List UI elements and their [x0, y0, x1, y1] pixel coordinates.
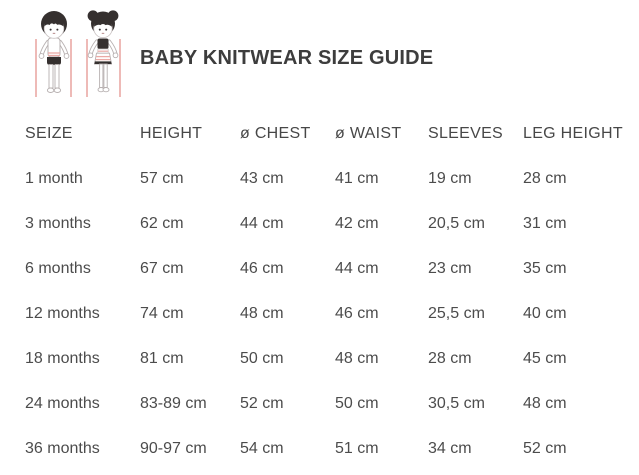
size-guide-header: BABY KNITWEAR SIZE GUIDE: [0, 0, 639, 106]
baby-measurement-illustration: [24, 9, 130, 101]
cell-size: 24 months: [25, 394, 100, 412]
column-header-waist: ø WAIST: [335, 124, 402, 142]
cell-size: 18 months: [25, 349, 100, 367]
page-title: BABY KNITWEAR SIZE GUIDE: [140, 47, 434, 69]
cell-sleeves: 23 cm: [428, 259, 472, 277]
cell-leg-height: 45 cm: [523, 349, 567, 367]
cell-height: 62 cm: [140, 214, 184, 232]
cell-leg-height: 40 cm: [523, 304, 567, 322]
cell-size: 6 months: [25, 259, 91, 277]
cell-waist: 42 cm: [335, 214, 379, 232]
baby-boy-girl-icon: [35, 10, 121, 97]
column-header-sleeves: SLEEVES: [428, 124, 504, 142]
column-header-chest: ø CHEST: [240, 124, 311, 142]
cell-leg-height: 28 cm: [523, 169, 567, 187]
cell-leg-height: 35 cm: [523, 259, 567, 277]
cell-sleeves: 28 cm: [428, 349, 472, 367]
column-header-height: HEIGHT: [140, 124, 203, 142]
cell-sleeves: 19 cm: [428, 169, 472, 187]
cell-leg-height: 31 cm: [523, 214, 567, 232]
cell-leg-height: 52 cm: [523, 439, 567, 457]
cell-chest: 48 cm: [240, 304, 284, 322]
cell-chest: 46 cm: [240, 259, 284, 277]
cell-chest: 52 cm: [240, 394, 284, 412]
cell-height: 90-97 cm: [140, 439, 207, 457]
cell-sleeves: 20,5 cm: [428, 214, 485, 232]
cell-height: 67 cm: [140, 259, 184, 277]
cell-height: 81 cm: [140, 349, 184, 367]
cell-waist: 46 cm: [335, 304, 379, 322]
size-guide-table: SEIZE HEIGHT ø CHEST ø WAIST SLEEVES LEG…: [25, 111, 625, 471]
cell-sleeves: 34 cm: [428, 439, 472, 457]
cell-sleeves: 25,5 cm: [428, 304, 485, 322]
cell-sleeves: 30,5 cm: [428, 394, 485, 412]
column-header-size: SEIZE: [25, 124, 73, 142]
cell-height: 74 cm: [140, 304, 184, 322]
cell-chest: 44 cm: [240, 214, 284, 232]
cell-waist: 48 cm: [335, 349, 379, 367]
cell-chest: 43 cm: [240, 169, 284, 187]
cell-chest: 54 cm: [240, 439, 284, 457]
cell-waist: 44 cm: [335, 259, 379, 277]
cell-size: 3 months: [25, 214, 91, 232]
cell-waist: 41 cm: [335, 169, 379, 187]
cell-waist: 51 cm: [335, 439, 379, 457]
cell-size: 1 month: [25, 169, 83, 187]
cell-height: 57 cm: [140, 169, 184, 187]
cell-height: 83-89 cm: [140, 394, 207, 412]
cell-size: 12 months: [25, 304, 100, 322]
column-header-leg-height: LEG HEIGHT: [523, 124, 623, 142]
cell-leg-height: 48 cm: [523, 394, 567, 412]
cell-chest: 50 cm: [240, 349, 284, 367]
cell-waist: 50 cm: [335, 394, 379, 412]
cell-size: 36 months: [25, 439, 100, 457]
